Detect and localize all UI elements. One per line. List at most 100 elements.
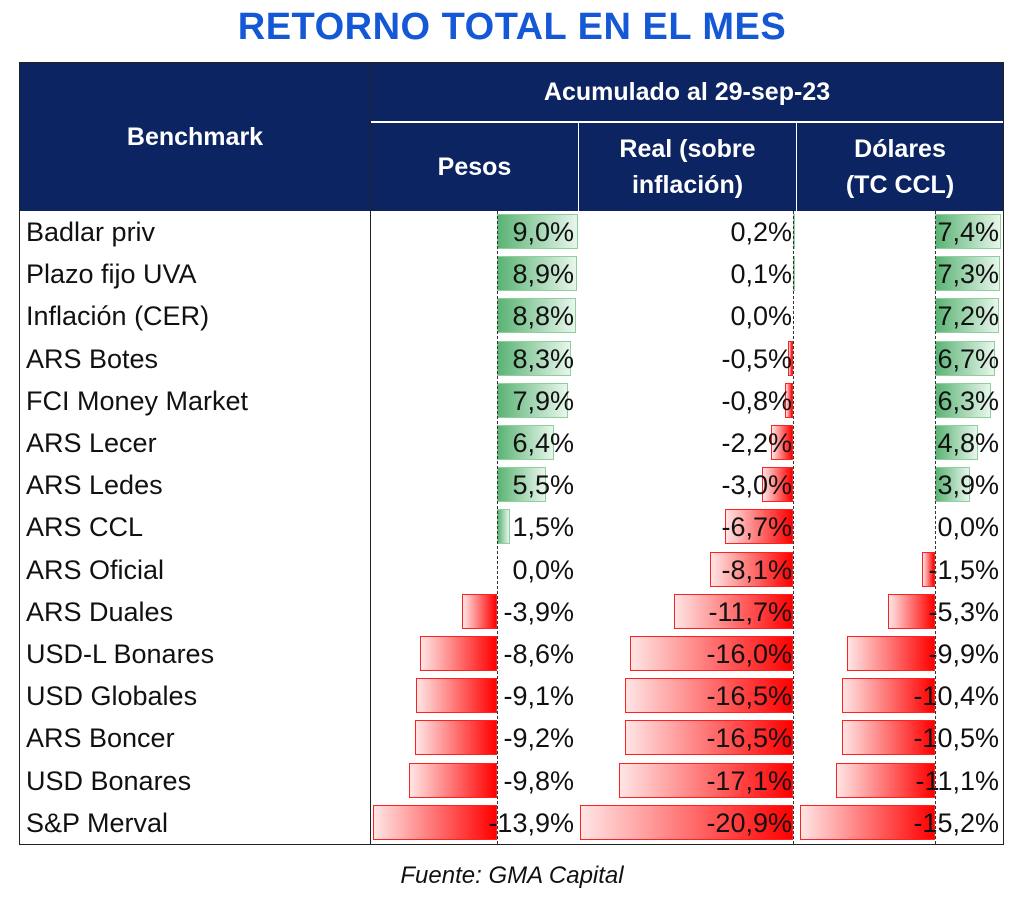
value-label: 7,3%	[937, 259, 999, 290]
value-label: -16,5%	[706, 723, 792, 754]
header-benchmark: Benchmark	[20, 63, 370, 211]
data-bar-positive	[497, 382, 568, 418]
cell-real: -20,9%	[579, 802, 796, 844]
cell-pesos: 1,5%	[371, 506, 578, 548]
cell-dolares: 6,7%	[797, 338, 1003, 380]
data-bar-positive	[497, 256, 577, 292]
table-row: USD-L Bonares -8,6% -16,0% -9,9%	[20, 633, 1002, 675]
value-label: 0,2%	[730, 217, 792, 247]
benchmark-name: FCI Money Market	[26, 385, 249, 416]
cell-dolares: 6,3%	[797, 380, 1003, 422]
cell-pesos: -9,8%	[371, 760, 578, 802]
value-label: 4,8%	[937, 428, 999, 458]
table-row: USD Bonares -9,8% -17,1% -11,1%	[20, 760, 1002, 802]
bar-axis-dolares	[935, 211, 936, 844]
cell-real: -16,5%	[579, 717, 796, 759]
data-bar-positive	[497, 298, 576, 334]
data-bar-positive	[497, 340, 572, 376]
cell-pesos: 9,0%	[371, 211, 578, 253]
cell-real: -6,7%	[579, 506, 796, 548]
benchmark-name: ARS Ledes	[26, 470, 163, 501]
data-bar-positive	[935, 467, 970, 503]
table-row: S&P Merval -13,9% -20,9% -15,2%	[20, 802, 1002, 844]
table-row: ARS Lecer 6,4% -2,2% 4,8%	[20, 422, 1002, 464]
table-row: Plazo fijo UVA 8,9% 0,1% 7,3%	[20, 253, 1002, 295]
cell-dolares: -1,5%	[797, 549, 1003, 591]
benchmark-name: ARS Oficial	[26, 554, 165, 585]
value-label: 1,5%	[512, 512, 574, 543]
benchmark-name: ARS Duales	[26, 596, 174, 627]
table-row: ARS Oficial 0,0% -8,1% -1,5%	[20, 549, 1002, 591]
cell-real: 0,1%	[579, 253, 796, 295]
table-row: ARS Duales -3,9% -11,7% -5,3%	[20, 591, 1002, 633]
data-bar-negative	[618, 762, 793, 798]
header-real: Real (sobre inflación)	[579, 123, 796, 211]
cell-dolares: -11,1%	[797, 760, 1003, 802]
bar-axis-pesos	[497, 211, 498, 844]
cell-pesos: -9,1%	[371, 675, 578, 717]
cell-pesos: -8,6%	[371, 633, 578, 675]
value-label: -8,6%	[503, 639, 574, 669]
cell-real: 0,2%	[579, 211, 796, 253]
benchmark-name: ARS Boncer	[26, 723, 175, 754]
benchmark-name: Inflación (CER)	[26, 301, 210, 332]
cell-pesos: 8,3%	[371, 338, 578, 380]
column-divider	[370, 63, 371, 844]
cell-real: -0,8%	[579, 380, 796, 422]
data-bar-negative	[842, 678, 935, 714]
data-bar-positive	[935, 425, 978, 460]
benchmark-name: USD Globales	[26, 681, 198, 712]
header-dolares: Dólares (TC CCL)	[797, 123, 1003, 211]
table-row: ARS Boncer -9,2% -16,5% -10,5%	[20, 717, 1002, 759]
value-label: -5,3%	[928, 596, 999, 627]
data-bar-negative	[462, 593, 497, 629]
value-label: -16,0%	[706, 639, 792, 669]
data-bar-negative	[414, 720, 497, 756]
data-bar-positive	[497, 467, 547, 503]
benchmark-name: USD Bonares	[26, 765, 192, 796]
data-bar-positive	[935, 382, 992, 418]
cell-dolares: -10,5%	[797, 717, 1003, 759]
value-label: -10,5%	[913, 723, 999, 754]
data-bar-negative	[921, 551, 935, 587]
value-label: -9,1%	[503, 681, 574, 712]
data-bar-negative	[420, 636, 497, 671]
cell-pesos: -13,9%	[371, 802, 578, 844]
data-bar-positive	[497, 425, 555, 460]
cell-real: -3,0%	[579, 464, 796, 506]
benchmark-name: ARS Lecer	[26, 428, 157, 458]
value-label: -20,9%	[706, 807, 792, 838]
returns-table: Benchmark Acumulado al 29-sep-23 Pesos R…	[19, 62, 1004, 845]
cell-real: -16,0%	[579, 633, 796, 675]
value-label: -0,8%	[721, 385, 792, 416]
value-label: -17,1%	[706, 765, 792, 796]
cell-dolares: 7,2%	[797, 295, 1003, 337]
value-label: -10,4%	[913, 681, 999, 712]
table-row: Badlar priv 9,0% 0,2% 7,4%	[20, 211, 1002, 253]
cell-real: -2,2%	[579, 422, 796, 464]
data-bar-negative	[836, 762, 935, 798]
cell-dolares: -9,9%	[797, 633, 1003, 675]
header-group: Acumulado al 29-sep-23	[371, 63, 1003, 122]
value-label: -9,9%	[928, 639, 999, 669]
table-row: ARS Ledes 5,5% -3,0% 3,9%	[20, 464, 1002, 506]
table-row: ARS CCL 1,5% -6,7% 0,0%	[20, 506, 1002, 548]
benchmark-name: ARS Botes	[26, 343, 159, 374]
value-label: 3,9%	[937, 470, 999, 501]
cell-pesos: 6,4%	[371, 422, 578, 464]
data-bar-negative	[710, 551, 793, 587]
cell-dolares: -15,2%	[797, 802, 1003, 844]
cell-dolares: -5,3%	[797, 591, 1003, 633]
data-bar-positive	[935, 214, 1001, 249]
data-bar-negative	[787, 340, 793, 376]
value-label: -13,9%	[488, 807, 574, 838]
value-label: -8,1%	[721, 554, 792, 585]
column-divider	[796, 123, 797, 211]
cell-dolares: 4,8%	[797, 422, 1003, 464]
cell-pesos: 8,8%	[371, 295, 578, 337]
cell-dolares: 7,3%	[797, 253, 1003, 295]
value-label: 9,0%	[512, 217, 574, 247]
data-bar-negative	[841, 720, 935, 756]
data-bar-negative	[372, 804, 497, 840]
value-label: 5,5%	[512, 470, 574, 501]
